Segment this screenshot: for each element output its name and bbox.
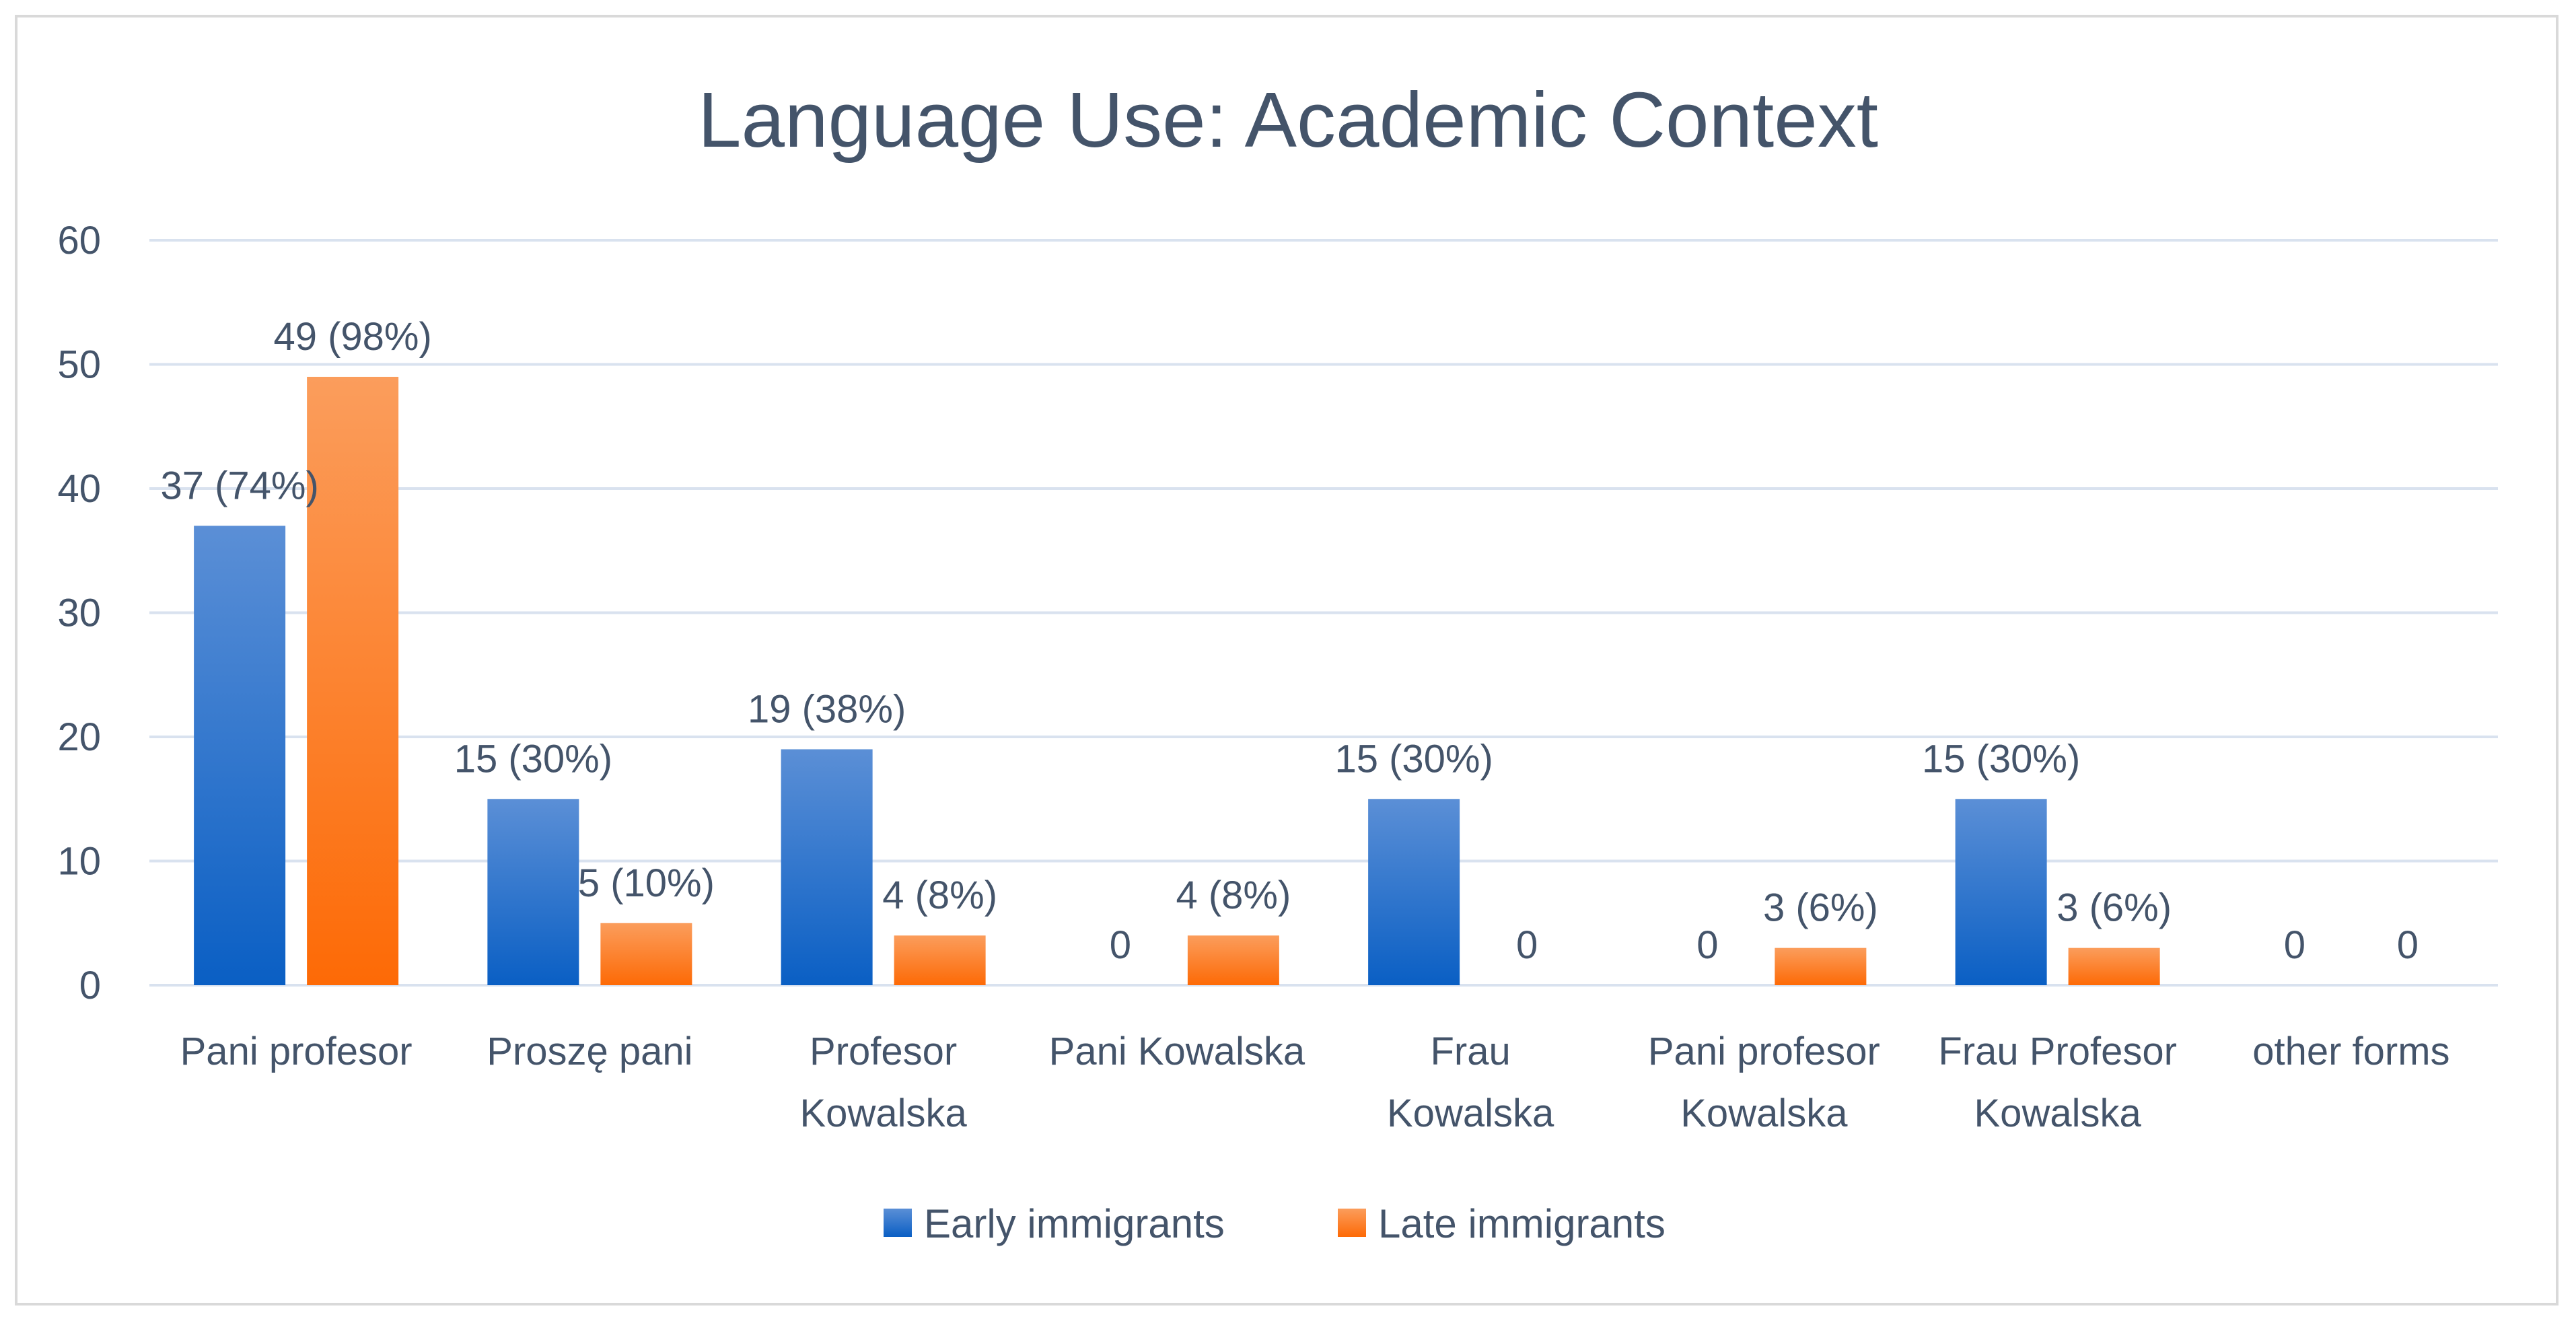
x-category-label: Pani Kowalska [1049, 1030, 1305, 1073]
bar-late [307, 376, 399, 985]
bar-late [600, 923, 692, 985]
bar-early [781, 749, 873, 985]
bar-late [1775, 947, 1867, 985]
data-label: 15 (30%) [1922, 737, 2080, 781]
x-category-label: Frau Profesor [1938, 1030, 2177, 1073]
x-category-label: Kowalska [800, 1092, 968, 1135]
data-labels: 37 (74%) 49 (98%) 15 (30%) 5 (10%) 19 (38%) 4… [160, 315, 2419, 967]
y-tick-label: 30 [57, 592, 101, 635]
legend-swatch [1338, 1209, 1366, 1237]
data-label: 0 [1110, 923, 1131, 967]
bar-early [194, 526, 286, 985]
bar-early [487, 799, 579, 985]
data-label: 49 (98%) [273, 315, 431, 359]
y-tick-label: 0 [79, 964, 101, 1007]
legend-label: Late immigrants [1378, 1201, 1666, 1246]
x-category-label: Kowalska [1387, 1092, 1554, 1135]
data-label: 3 (6%) [1763, 886, 1878, 930]
data-label: 4 (8%) [882, 873, 997, 917]
x-category-label: Proszę pani [487, 1030, 692, 1073]
legend-swatch [884, 1209, 912, 1237]
x-category-label: Kowalska [1680, 1092, 1848, 1135]
bars [194, 376, 2160, 985]
y-tick-label: 60 [57, 219, 101, 262]
x-category-label: other forms [2252, 1030, 2449, 1073]
y-tick-label: 50 [57, 343, 101, 387]
data-label: 0 [2397, 923, 2419, 967]
bar-early [1955, 799, 2047, 985]
x-axis-categories: Pani profesor Proszę pani Profesor Kowalska… [180, 1030, 2450, 1135]
legend-label: Early immigrants [924, 1201, 1225, 1246]
bar-late [1187, 935, 1279, 985]
y-axis-ticks: 0 10 20 30 40 50 60 [57, 219, 101, 1007]
y-tick-label: 20 [57, 715, 101, 759]
bar-late [2068, 947, 2160, 985]
x-category-label: Profesor [810, 1030, 957, 1073]
data-label: 37 (74%) [160, 464, 318, 507]
bar-late [894, 935, 986, 985]
x-category-label: Pani profesor [1648, 1030, 1880, 1073]
chart-frame [15, 15, 2559, 1306]
data-label: 4 (8%) [1176, 873, 1291, 917]
data-label: 19 (38%) [748, 687, 906, 731]
x-category-label: Frau [1430, 1030, 1510, 1073]
y-tick-label: 40 [57, 467, 101, 511]
data-label: 3 (6%) [2056, 886, 2172, 930]
data-label: 0 [2284, 923, 2305, 967]
data-label: 15 (30%) [1334, 737, 1493, 781]
bar-early [1368, 799, 1460, 985]
x-category-label: Pani profesor [180, 1030, 413, 1073]
data-label: 0 [1696, 923, 1718, 967]
legend: Early immigrants Late immigrants [884, 1201, 1666, 1246]
x-category-label: Kowalska [1974, 1092, 2142, 1135]
data-label: 5 (10%) [578, 861, 715, 905]
y-tick-label: 10 [57, 840, 101, 884]
chart-title: Language Use: Academic Context [698, 76, 1878, 164]
data-label: 0 [1516, 923, 1538, 967]
data-label: 15 (30%) [454, 737, 612, 781]
